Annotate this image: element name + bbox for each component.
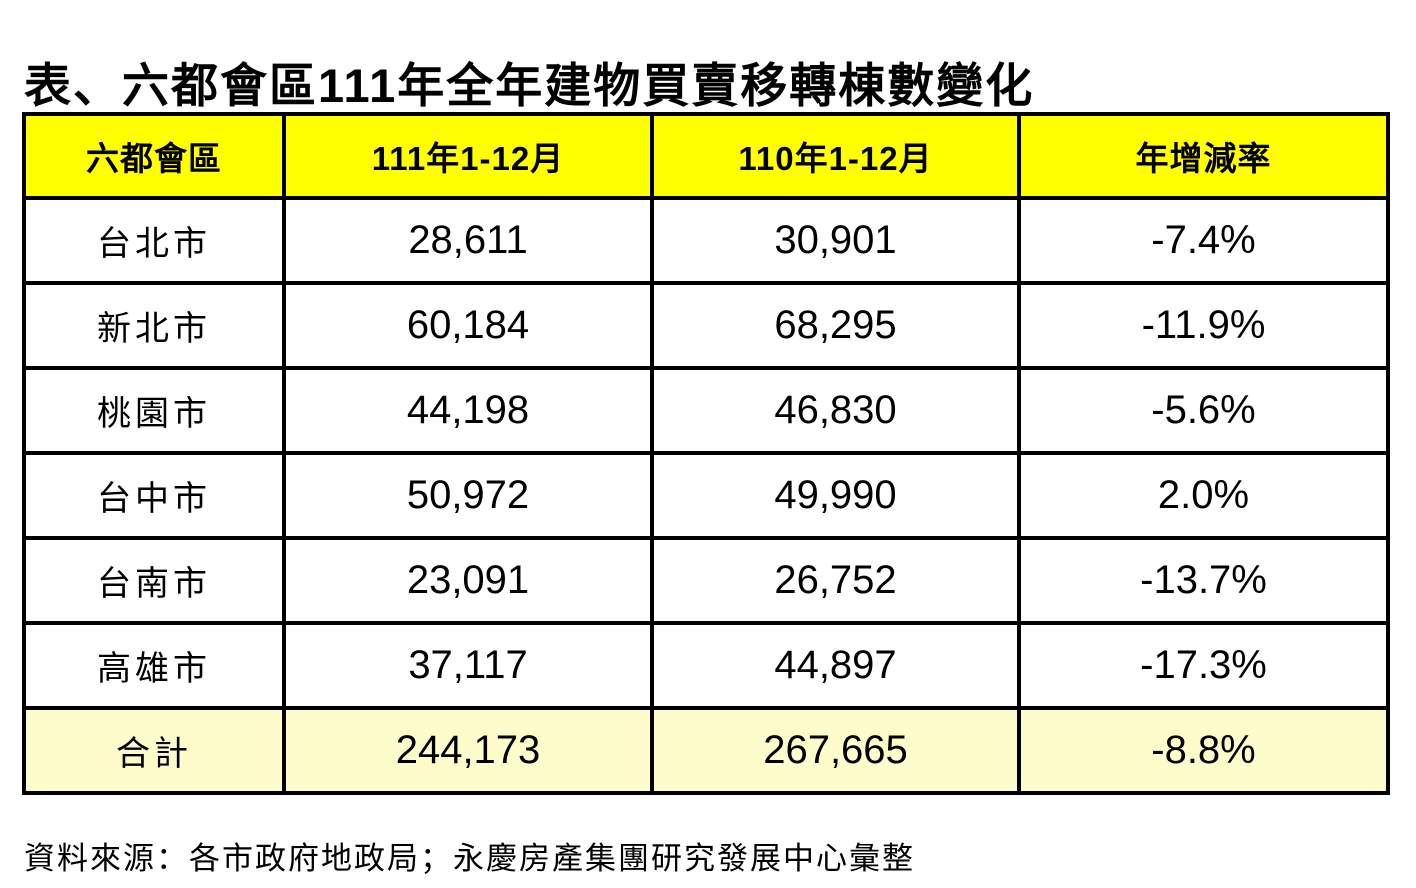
yoy-cell: 2.0% xyxy=(1017,451,1390,540)
region-cell: 台南市 xyxy=(22,536,286,625)
col-header-yoy: 年增減率 xyxy=(1017,112,1390,200)
value-cell-y111: 28,611 xyxy=(282,196,654,285)
value-cell-y110: 26,752 xyxy=(650,536,1021,625)
value-cell-y111: 60,184 xyxy=(282,281,654,370)
yoy-cell: -17.3% xyxy=(1017,621,1390,710)
col-header-y111: 111年1-12月 xyxy=(282,112,654,200)
yoy-cell: -5.6% xyxy=(1017,366,1390,455)
col-header-region: 六都會區 xyxy=(22,112,286,200)
region-cell: 高雄市 xyxy=(22,621,286,710)
value-cell-y110: 30,901 xyxy=(650,196,1021,285)
yoy-cell: -7.4% xyxy=(1017,196,1390,285)
total-value-cell-y110: 267,665 xyxy=(650,706,1021,795)
source-note: 資料來源：各市政府地政局；永慶房產集團研究發展中心彙整 xyxy=(24,841,915,876)
col-header-y110: 110年1-12月 xyxy=(650,112,1021,200)
total-label-cell: 合計 xyxy=(22,706,286,795)
table-header-row: 六都會區 111年1-12月 110年1-12月 年增減率 xyxy=(22,112,1390,200)
six-metro-transfer-table: 六都會區 111年1-12月 110年1-12月 年增減率 台北市 28,611… xyxy=(22,112,1390,795)
page-title: 表、六都會區111年全年建物買賣移轉棟數變化 xyxy=(24,59,1035,113)
value-cell-y110: 46,830 xyxy=(650,366,1021,455)
region-cell: 台中市 xyxy=(22,451,286,540)
value-cell-y111: 37,117 xyxy=(282,621,654,710)
value-cell-y111: 50,972 xyxy=(282,451,654,540)
total-value-cell-y111: 244,173 xyxy=(282,706,654,795)
value-cell-y110: 49,990 xyxy=(650,451,1021,540)
table-row: 高雄市 37,117 44,897 -17.3% xyxy=(22,621,1390,710)
table-row: 台北市 28,611 30,901 -7.4% xyxy=(22,196,1390,285)
table-row: 桃園市 44,198 46,830 -5.6% xyxy=(22,366,1390,455)
table-row: 新北市 60,184 68,295 -11.9% xyxy=(22,281,1390,370)
table-row: 台中市 50,972 49,990 2.0% xyxy=(22,451,1390,540)
table-total-row: 合計 244,173 267,665 -8.8% xyxy=(22,706,1390,795)
yoy-cell: -11.9% xyxy=(1017,281,1390,370)
value-cell-y111: 44,198 xyxy=(282,366,654,455)
table-row: 台南市 23,091 26,752 -13.7% xyxy=(22,536,1390,625)
value-cell-y111: 23,091 xyxy=(282,536,654,625)
value-cell-y110: 68,295 xyxy=(650,281,1021,370)
region-cell: 新北市 xyxy=(22,281,286,370)
yoy-cell: -13.7% xyxy=(1017,536,1390,625)
region-cell: 桃園市 xyxy=(22,366,286,455)
total-yoy-cell: -8.8% xyxy=(1017,706,1390,795)
region-cell: 台北市 xyxy=(22,196,286,285)
value-cell-y110: 44,897 xyxy=(650,621,1021,710)
